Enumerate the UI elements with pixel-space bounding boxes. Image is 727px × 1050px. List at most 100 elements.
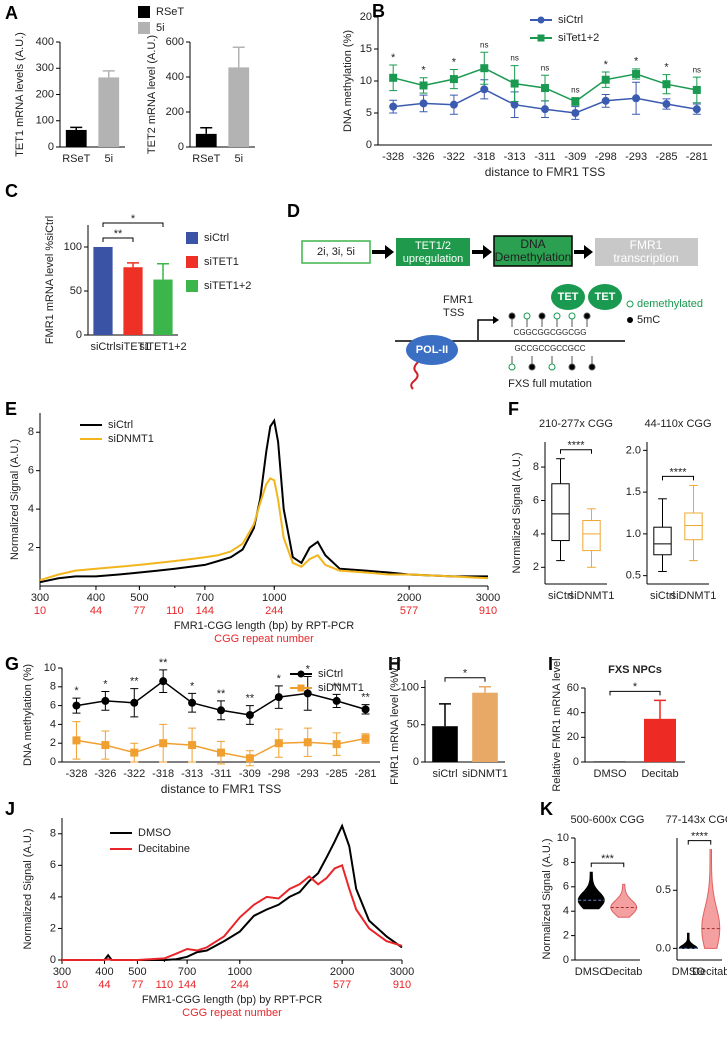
y-tick-label: 0.5 <box>626 570 641 582</box>
legend-label: 5i <box>156 22 165 34</box>
bar <box>123 267 143 335</box>
y-tick-label: 8 <box>28 426 34 438</box>
significance-label: * <box>190 680 195 692</box>
legend-marker <box>297 670 305 678</box>
violin <box>678 932 699 949</box>
y-tick-label: 400 <box>36 36 54 48</box>
tss-arrow-head <box>493 316 499 324</box>
x-tick-label: -318 <box>152 768 174 780</box>
legend-label: demethylated <box>637 298 703 310</box>
x2-tick-label: 77 <box>133 605 145 617</box>
y-tick-label: 50 <box>70 285 82 297</box>
violin <box>610 883 638 918</box>
significance-label: * <box>604 59 609 71</box>
x-tick-label: Decitab <box>641 768 678 780</box>
marker <box>245 711 254 719</box>
step-box <box>493 235 573 267</box>
marker <box>389 102 398 111</box>
y-tick-label: 4 <box>50 891 56 903</box>
x-tick-label: 700 <box>196 592 214 604</box>
box <box>551 483 570 542</box>
marker <box>72 736 81 745</box>
marker <box>245 754 254 763</box>
marker <box>361 705 370 714</box>
significance-label: * <box>103 678 108 690</box>
tet-enzyme <box>551 284 585 310</box>
marker <box>541 105 549 114</box>
panel-label: F <box>508 399 519 419</box>
significance-bracket <box>662 475 694 481</box>
x2-tick-label: 910 <box>479 605 497 617</box>
marker <box>361 734 370 743</box>
significance-bracket <box>560 449 592 454</box>
step-label: FMR1 <box>630 238 663 252</box>
arrow-head <box>584 245 593 259</box>
x-tick-label: -313 <box>181 768 203 780</box>
significance-label: **** <box>669 466 687 478</box>
x-tick-label: -322 <box>443 151 465 163</box>
y-tick-label: 0 <box>48 141 54 153</box>
y-tick-label: 0 <box>413 756 419 768</box>
significance-label: * <box>463 668 468 680</box>
significance-bracket <box>444 677 486 682</box>
x-tick-label: -293 <box>625 151 647 163</box>
panel-label: B <box>372 1 385 21</box>
arrow-head <box>385 245 394 259</box>
bar <box>644 718 676 762</box>
y-tick-label: 4 <box>563 905 569 917</box>
marker <box>188 698 197 707</box>
y-axis-label: TET2 mRNA level (A.U.) <box>146 35 158 154</box>
legend-swatch <box>186 232 198 244</box>
significance-label: ns <box>693 65 701 74</box>
panel-label: D <box>287 201 300 221</box>
x2-tick-label: 144 <box>178 979 196 991</box>
diagram: D 2i, 3i, 5i TET1/2 upregulation DNA Dem… <box>287 201 703 390</box>
y-tick-label: 200 <box>166 106 184 118</box>
marker <box>72 701 81 710</box>
step-label: upregulation <box>403 253 464 265</box>
y-tick-label: 100 <box>401 681 419 693</box>
y-tick-label: 1.0 <box>626 528 641 540</box>
x-tick-label: -326 <box>413 151 435 163</box>
x2-tick-label: 77 <box>131 979 143 991</box>
significance-label: ns <box>510 54 518 63</box>
x-tick-label: -311 <box>534 151 555 163</box>
x2-tick-label: 244 <box>265 605 283 617</box>
marker <box>217 706 225 715</box>
legend-label: siCtrl <box>558 14 583 26</box>
marker <box>130 748 139 757</box>
line-series <box>62 863 403 961</box>
x-tick-label: 1000 <box>228 966 252 978</box>
x2-tick-label: 144 <box>196 605 214 617</box>
significance-label: * <box>664 62 669 74</box>
panel-label: C <box>5 181 18 201</box>
x2-tick-label: 44 <box>98 979 110 991</box>
significance-bracket <box>609 690 661 696</box>
significance-label: * <box>277 673 282 685</box>
legend-label: siTet1+2 <box>558 32 599 44</box>
x-tick-label: DMSO <box>575 966 608 978</box>
legend-swatch <box>138 6 150 18</box>
marker <box>571 97 580 106</box>
marker <box>692 105 701 114</box>
step-box <box>396 238 470 266</box>
marker <box>510 100 519 109</box>
x-axis-label: distance to FMR1 TSS <box>485 165 606 179</box>
y-tick-label: 2 <box>533 561 539 573</box>
y-tick-label: 200 <box>36 88 54 100</box>
y-tick-label: 50 <box>407 719 419 731</box>
significance-bracket <box>102 237 134 242</box>
step-label: TET1/2 <box>415 240 451 252</box>
marker <box>601 75 610 84</box>
x2-tick-label: 577 <box>333 979 351 991</box>
significance-label: ** <box>159 657 168 669</box>
y-axis-label: Normalized Signal (A.U.) <box>22 828 34 949</box>
x2-axis-label: CGG repeat number <box>214 633 314 645</box>
legend-label: DMSO <box>138 827 171 839</box>
significance-label: *** <box>601 853 615 865</box>
panel-label: I <box>548 654 553 674</box>
marker <box>130 698 139 707</box>
x-tick-label: 500 <box>130 592 148 604</box>
